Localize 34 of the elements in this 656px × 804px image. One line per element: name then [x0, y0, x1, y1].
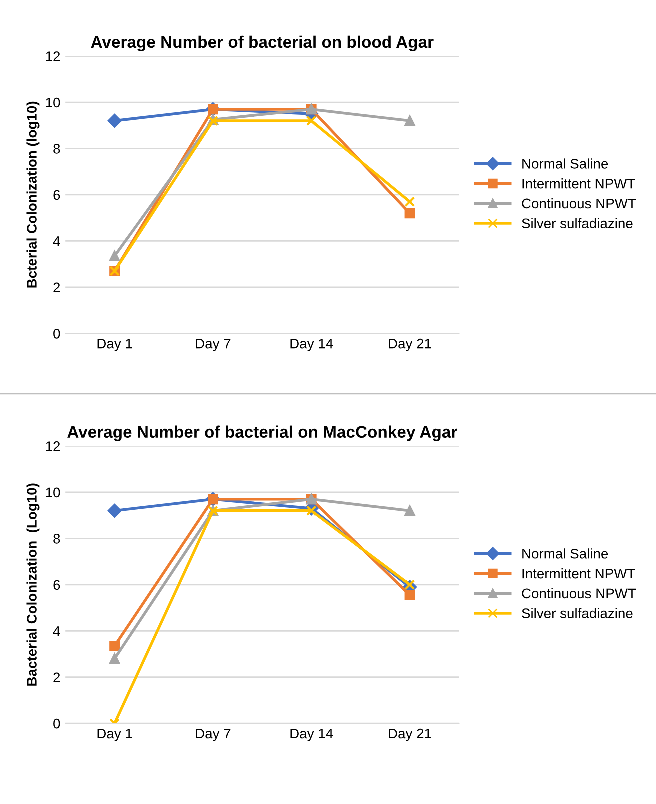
x-tick-label: Day 14: [290, 339, 334, 352]
legend-label: Intermittent NPWT: [522, 178, 636, 189]
x-tick-label: Day 7: [196, 728, 231, 742]
y-tick-label: 4: [53, 626, 60, 636]
y-tick-label: 12: [46, 52, 60, 62]
y-tick-label: 10: [46, 98, 60, 108]
legend-label: Intermittent NPWT: [522, 568, 636, 579]
y-tick-label: 2: [54, 672, 60, 682]
x-tick-label: Day 14: [290, 728, 334, 742]
legend-label: Silver sulfadiazine: [522, 608, 633, 618]
y-tick-label: 8: [54, 144, 60, 154]
x-tick-label: Day 1: [98, 728, 132, 742]
y-tick-label: 4: [53, 236, 60, 246]
legend-label: Normal Saline: [522, 158, 608, 169]
legend-label: Continuous NPWT: [522, 588, 636, 599]
chart-title: Average Number of bacterial on MacConkey Agar: [68, 426, 458, 442]
y-tick-label: 6: [54, 580, 60, 590]
x-tick-label: Day 7: [196, 339, 231, 352]
y-tick-label: 8: [54, 534, 60, 544]
chart-title: Average Number of bacterial on blood Agar: [91, 36, 434, 52]
y-tick-label: 10: [46, 488, 60, 498]
y-tick-label: 0: [54, 718, 60, 729]
x-tick-label: Day 21: [389, 728, 432, 742]
legend-label: Silver sulfadiazine: [522, 218, 633, 229]
x-tick-label: Day 21: [389, 338, 432, 352]
y-axis-title: Bacterial Colonization (Log10): [26, 484, 40, 686]
x-tick-label: Day 1: [98, 339, 132, 352]
y-tick-label: 6: [54, 190, 60, 200]
y-axis-title: Bcterial Colonization (log10): [26, 102, 40, 288]
y-tick-label: 2: [54, 282, 60, 292]
legend-label: Normal Saline: [522, 548, 608, 559]
y-tick-label: 12: [46, 442, 60, 452]
y-tick-label: 0: [54, 328, 60, 339]
legend-label: Continuous NPWT: [522, 198, 636, 209]
